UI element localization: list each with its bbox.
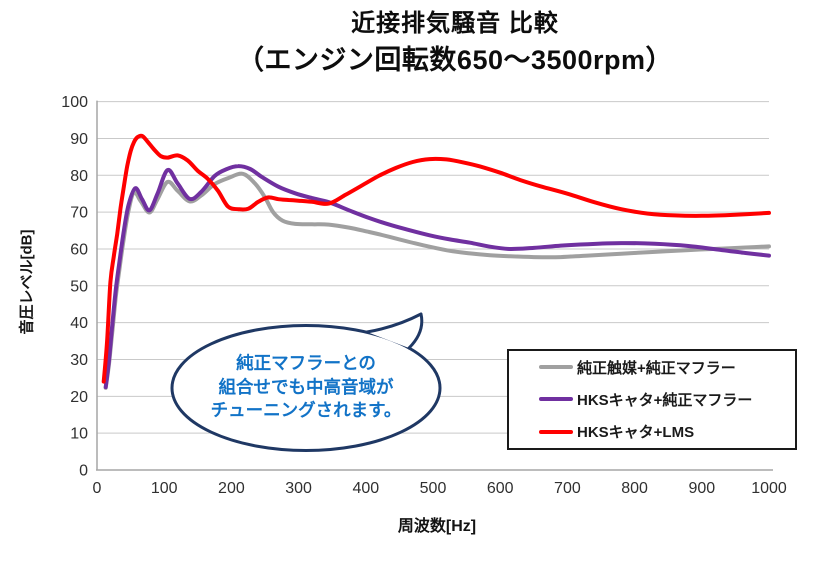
svg-text:600: 600 bbox=[487, 480, 514, 497]
legend-label: HKSキャタ+純正マフラー bbox=[577, 391, 753, 409]
bubble-text-line2: 組合せでも中高音域が bbox=[218, 376, 394, 397]
svg-text:1000: 1000 bbox=[751, 480, 787, 497]
chart-title-line2: （エンジン回転数650〜3500rpm） bbox=[236, 45, 674, 75]
svg-text:900: 900 bbox=[688, 480, 715, 497]
legend-line-sample-gray bbox=[539, 365, 573, 370]
svg-text:500: 500 bbox=[420, 480, 447, 497]
svg-text:700: 700 bbox=[554, 480, 581, 497]
y-axis-title: 音圧レベル[dB] bbox=[18, 229, 36, 335]
svg-text:70: 70 bbox=[70, 205, 88, 222]
svg-text:0: 0 bbox=[93, 480, 102, 497]
legend-label: 純正触媒+純正マフラー bbox=[577, 359, 736, 377]
svg-text:80: 80 bbox=[70, 168, 88, 185]
legend-item: 純正触媒+純正マフラー bbox=[539, 357, 795, 378]
svg-text:100: 100 bbox=[151, 480, 178, 497]
bubble-text-line1: 純正マフラーとの bbox=[236, 353, 376, 373]
svg-text:10: 10 bbox=[70, 426, 88, 443]
svg-text:100: 100 bbox=[61, 94, 88, 111]
legend-item: HKSキャタ+LMS bbox=[539, 421, 795, 442]
chart-title-line1: 近接排気騒音 比較 bbox=[351, 10, 559, 37]
chart-title: 近接排気騒音 比較 （エンジン回転数650〜3500rpm） bbox=[90, 8, 820, 77]
svg-text:50: 50 bbox=[70, 278, 88, 295]
svg-text:400: 400 bbox=[352, 480, 379, 497]
svg-text:90: 90 bbox=[70, 131, 88, 148]
svg-text:0: 0 bbox=[79, 463, 88, 480]
legend: 純正触媒+純正マフラー HKSキャタ+純正マフラー HKSキャタ+LMS bbox=[507, 349, 797, 450]
svg-text:30: 30 bbox=[70, 352, 88, 369]
svg-text:300: 300 bbox=[285, 480, 312, 497]
svg-text:200: 200 bbox=[218, 480, 245, 497]
speech-bubble-text: 純正マフラーとの 組合せでも中高音域が チューニングされます。 bbox=[183, 352, 429, 423]
legend-line-sample-purple bbox=[539, 397, 573, 402]
x-axis-title: 周波数[Hz] bbox=[397, 518, 477, 535]
svg-text:800: 800 bbox=[621, 480, 648, 497]
svg-text:20: 20 bbox=[70, 389, 88, 406]
bubble-text-line3: チューニングされます。 bbox=[210, 400, 402, 420]
legend-label: HKSキャタ+LMS bbox=[577, 424, 695, 442]
svg-text:60: 60 bbox=[70, 241, 88, 258]
legend-item: HKSキャタ+純正マフラー bbox=[539, 389, 795, 410]
legend-line-sample-red bbox=[539, 429, 573, 434]
svg-text:40: 40 bbox=[70, 315, 88, 332]
